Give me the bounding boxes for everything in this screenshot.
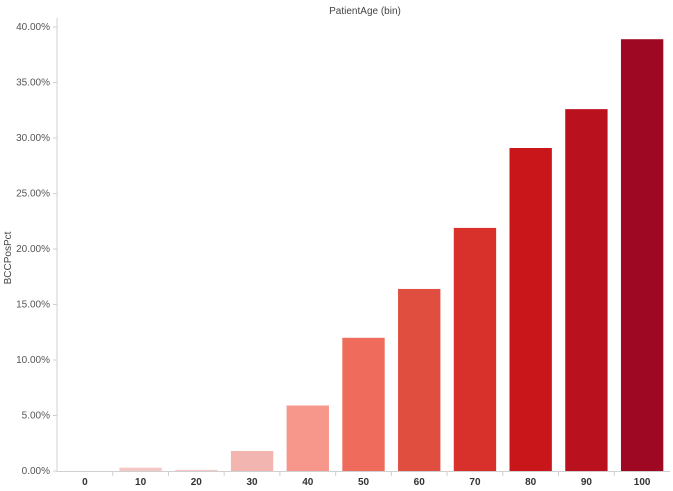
bar-90 (565, 109, 608, 471)
x-tick-label: 80 (525, 477, 537, 488)
chart-title: PatientAge (bin) (329, 6, 401, 17)
bar-20 (175, 469, 218, 471)
y-tick-label: 20.00% (16, 244, 50, 255)
x-tick-label: 50 (358, 477, 370, 488)
y-axis: 0.00% 5.00% 10.00% 15.00% 20.00% 25.00% 30.00%… (16, 22, 57, 477)
bar-10 (119, 467, 162, 471)
bar-100 (620, 39, 664, 472)
y-tick-label: 0.00% (22, 466, 50, 477)
y-tick-label: 30.00% (16, 133, 50, 144)
x-tick-label: 60 (414, 477, 426, 488)
y-tick-label: 5.00% (22, 411, 50, 422)
y-axis-title: BCCPosPct (3, 231, 14, 284)
y-tick-label: 10.00% (16, 355, 50, 366)
bar-80 (509, 147, 552, 472)
x-tick-label: 70 (469, 477, 481, 488)
bar-70 (453, 227, 497, 471)
x-tick-label: 20 (191, 477, 203, 488)
x-tick-label: 0 (82, 477, 88, 488)
x-tick-label: 100 (634, 477, 651, 488)
y-tick-label: 35.00% (16, 78, 50, 89)
x-tick-label: 40 (302, 477, 314, 488)
x-tick-label: 30 (246, 477, 258, 488)
x-tick-label: 10 (135, 477, 147, 488)
bar-50 (342, 337, 385, 471)
y-tick-label: 25.00% (16, 189, 50, 200)
x-axis: 0 10 20 30 40 50 60 70 80 90 100 (82, 472, 651, 488)
bar-60 (398, 288, 441, 471)
x-tick-label: 90 (581, 477, 593, 488)
bars-group (119, 39, 664, 472)
y-tick-label: 15.00% (16, 300, 50, 311)
y-tick-label: 40.00% (16, 22, 50, 33)
bar-40 (286, 405, 329, 471)
bar-30 (230, 451, 274, 471)
